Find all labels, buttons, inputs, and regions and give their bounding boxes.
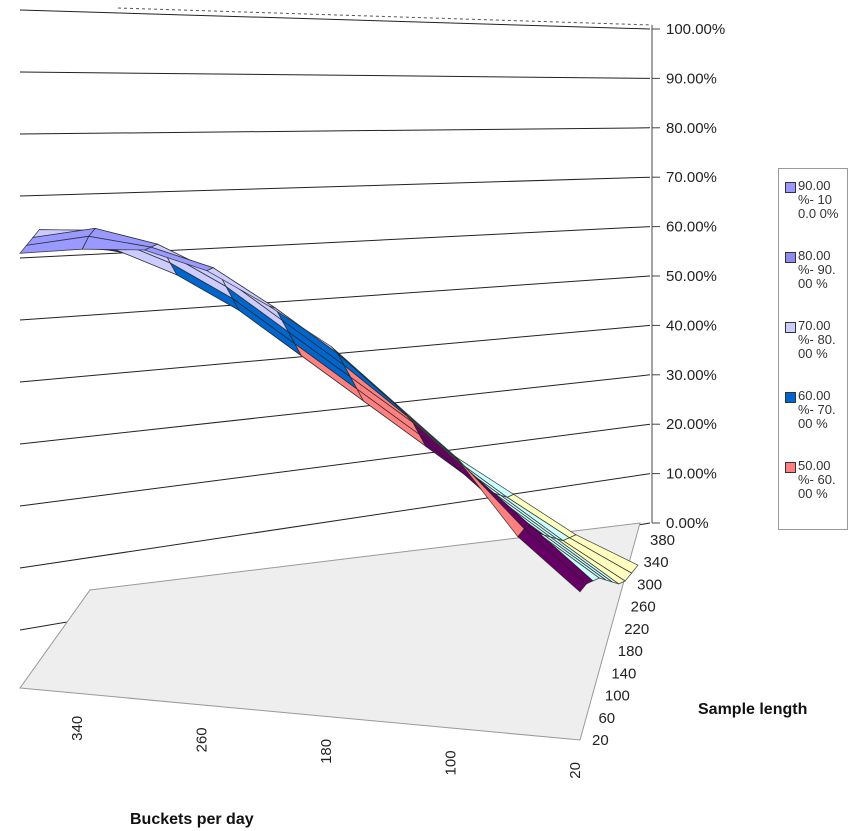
z-tick-label: 0.00% — [666, 515, 709, 532]
surface-cell — [393, 401, 463, 464]
gridline — [19, 473, 651, 569]
sample-tick-label: 340 — [644, 554, 669, 571]
z-tick-label: 50.00% — [666, 268, 717, 285]
gridline — [19, 275, 651, 321]
surface-cell — [19, 235, 90, 254]
gridline — [19, 71, 651, 79]
bucket-tick-label: 260 — [194, 727, 211, 752]
y-axis-title: Sample length — [698, 701, 807, 718]
bucket-tick-label: 20 — [567, 762, 584, 779]
wall-top-edge — [117, 7, 653, 26]
sample-tick-label: 20 — [592, 732, 609, 749]
bucket-tick-label: 100 — [443, 750, 460, 775]
surface-cell — [356, 388, 426, 447]
gridline — [19, 127, 651, 135]
gridline — [19, 423, 651, 507]
sample-tick-label: 100 — [605, 688, 630, 705]
legend-item: 50.00 %- 60.00 % — [785, 459, 845, 501]
legend-swatch — [785, 252, 796, 263]
sample-tick-label: 260 — [631, 599, 656, 616]
sample-tick-label: 140 — [611, 665, 636, 682]
x-axis-title: Buckets per day — [130, 811, 254, 828]
legend-label: 50.00 %- 60.00 % — [798, 458, 836, 501]
bucket-tick-label: 340 — [69, 716, 86, 741]
legend-label: 80.00 %- 90.00 % — [798, 248, 836, 291]
legend-item: 80.00 %- 90.00 % — [785, 249, 845, 291]
legend-label: 70.00 %- 80.00 % — [798, 318, 836, 361]
surface-cell — [350, 376, 420, 435]
z-tick-label: 30.00% — [666, 367, 717, 384]
z-tick-label: 70.00% — [666, 169, 717, 186]
gridline — [19, 176, 651, 197]
z-tick-label: 40.00% — [666, 317, 717, 334]
sample-tick-label: 220 — [624, 621, 649, 638]
sample-tick-label: 300 — [637, 576, 662, 593]
gridline — [19, 9, 651, 30]
gridline — [19, 374, 651, 445]
bucket-tick-label: 180 — [318, 739, 335, 764]
z-tick-label: 60.00% — [666, 219, 717, 236]
legend-swatch — [785, 182, 796, 193]
z-tick-label: 10.00% — [666, 466, 717, 483]
sample-tick-label: 180 — [618, 643, 643, 660]
z-tick-label: 20.00% — [666, 416, 717, 433]
legend-swatch — [785, 462, 796, 473]
legend-swatch — [785, 322, 796, 333]
legend-label: 90.00 %- 100.0 0% — [798, 178, 839, 221]
legend-item: 90.00 %- 100.0 0% — [785, 179, 845, 221]
legend-item: 70.00 %- 80.00 % — [785, 319, 845, 361]
surface-cell — [412, 422, 482, 490]
z-tick-label: 100.00% — [666, 21, 725, 38]
sample-tick-label: 60 — [598, 710, 615, 727]
legend-swatch — [785, 392, 796, 403]
legend: 90.00 %- 100.0 0% 80.00 %- 90.00 % 70.00… — [778, 168, 848, 530]
floor-plane — [19, 522, 641, 741]
z-tick-label: 90.00% — [666, 70, 717, 87]
legend-label: 60.00 %- 70.00 % — [798, 388, 836, 431]
z-tick-label: 80.00% — [666, 120, 717, 137]
legend-item: 60.00 %- 70.00 % — [785, 389, 845, 431]
sample-tick-label: 380 — [650, 532, 675, 549]
